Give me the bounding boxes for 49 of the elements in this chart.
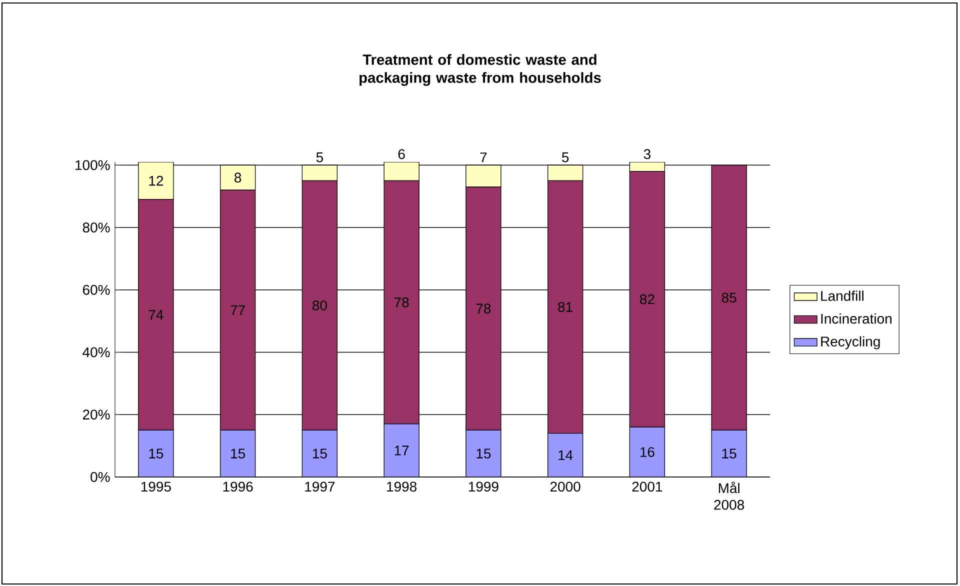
x-tick-label: 1999 xyxy=(468,482,498,492)
data-label: 80 xyxy=(312,300,327,310)
chart-title: Treatment of domestic waste and packaging waste from households xyxy=(360,54,601,86)
bar xyxy=(302,430,338,477)
data-label: 82 xyxy=(640,294,654,304)
x-tick-label: 1998 xyxy=(387,482,417,492)
x-tick-label: 2000 xyxy=(550,482,580,492)
data-label: 5 xyxy=(316,152,323,162)
data-label: 74 xyxy=(148,310,164,320)
data-label: 3 xyxy=(644,149,650,160)
data-label: 8 xyxy=(234,172,242,183)
data-label: 15 xyxy=(312,448,327,458)
bar xyxy=(384,424,420,477)
bar xyxy=(547,433,584,477)
y-tick-label: 60% xyxy=(82,284,110,295)
data-label: 17 xyxy=(394,446,409,456)
legend-label: Incineration xyxy=(821,313,892,324)
data-label: 77 xyxy=(230,305,245,315)
data-label: 15 xyxy=(231,448,246,458)
data-label: 85 xyxy=(722,292,736,303)
y-tick-label: 100% xyxy=(76,160,110,170)
y-tick-label: 80% xyxy=(82,222,110,232)
data-label: 78 xyxy=(476,304,491,314)
data-label: 5 xyxy=(562,152,569,162)
y-tick-label: 0% xyxy=(90,472,110,482)
data-label: 16 xyxy=(640,447,654,458)
data-label: 6 xyxy=(398,149,405,160)
x-tick-label: Mål 2008 xyxy=(714,482,744,510)
bar xyxy=(711,430,747,477)
bar xyxy=(138,430,174,477)
bar xyxy=(629,426,666,477)
data-label: 78 xyxy=(394,297,409,308)
bar xyxy=(220,430,256,477)
y-tick-label: 20% xyxy=(82,410,110,420)
data-label: 14 xyxy=(558,450,573,460)
data-label: 15 xyxy=(476,448,491,458)
data-label: 81 xyxy=(558,302,572,312)
data-label: 12 xyxy=(149,176,164,186)
legend-label: Recycling xyxy=(821,336,880,350)
data-label: 7 xyxy=(480,152,487,162)
y-tick-label: 40% xyxy=(82,347,110,358)
x-tick-label: 2001 xyxy=(632,482,662,492)
x-tick-label: 1995 xyxy=(141,482,171,492)
x-tick-label: 1997 xyxy=(305,482,335,492)
x-tick-label: 1996 xyxy=(223,482,253,492)
data-label: 15 xyxy=(149,448,164,458)
bar xyxy=(466,430,502,477)
legend-label: Landfill xyxy=(821,290,864,301)
data-label: 15 xyxy=(722,448,736,458)
